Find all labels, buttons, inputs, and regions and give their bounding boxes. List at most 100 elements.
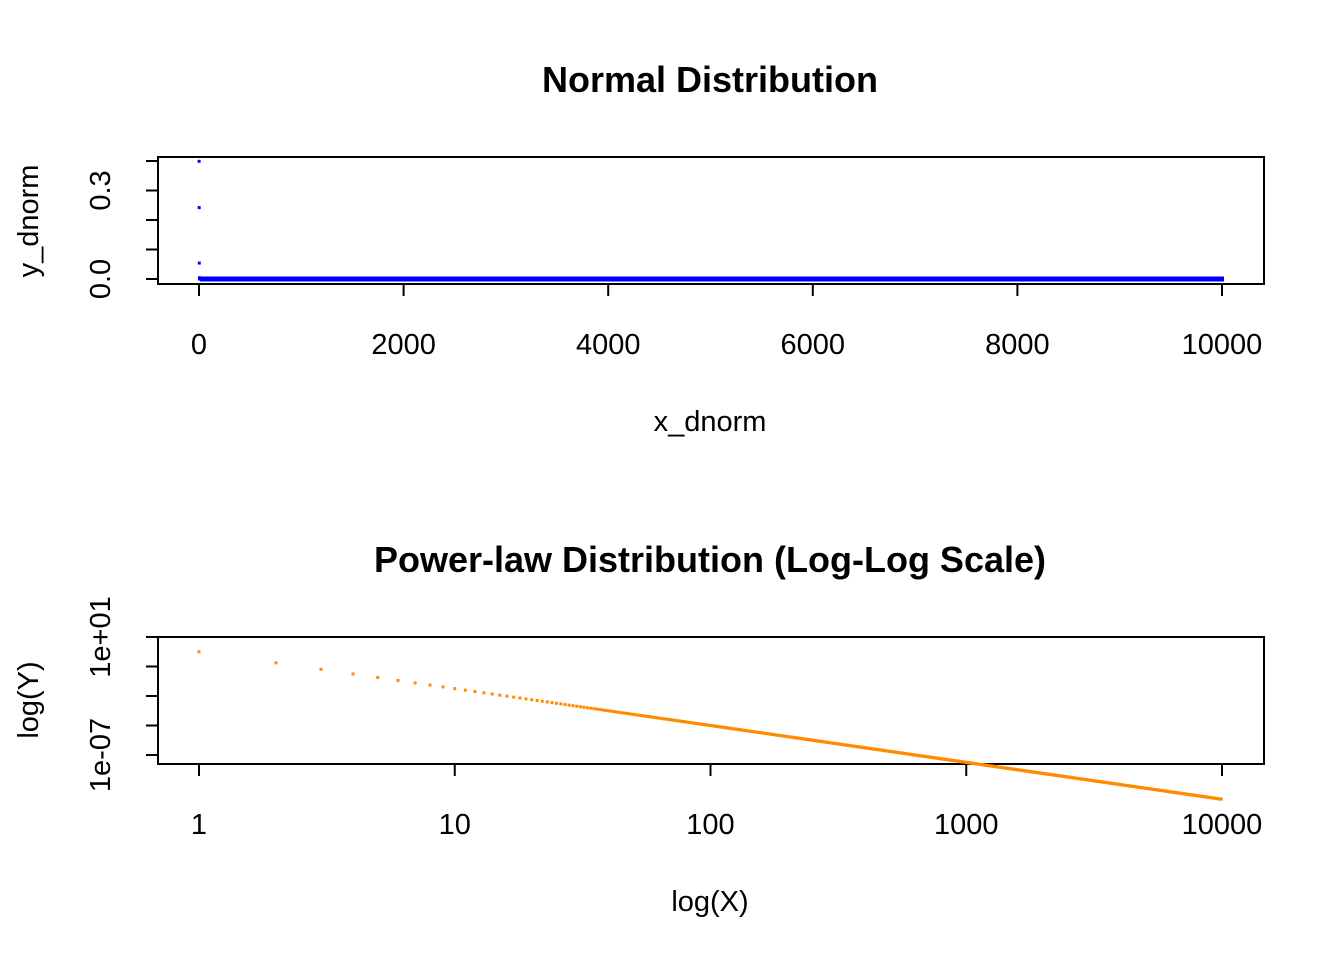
power-law-point bbox=[571, 704, 575, 708]
power-law-point bbox=[654, 716, 658, 720]
power-law-point bbox=[567, 703, 571, 707]
power-law-point bbox=[589, 706, 593, 710]
power-law-point bbox=[351, 672, 355, 676]
power-law-point bbox=[490, 692, 494, 696]
power-law-point bbox=[595, 707, 599, 711]
power-law-x-tick-label: 10 bbox=[439, 809, 471, 841]
normal-y-tick-label: 0.3 bbox=[85, 170, 117, 210]
power-law-point bbox=[747, 729, 751, 733]
power-law-point bbox=[622, 711, 626, 715]
normal-distribution-panel: Normal Distribution 0 2000 4000 6000 8000 100… bbox=[13, 59, 1265, 438]
normal-x-tick-label: 8000 bbox=[985, 329, 1050, 361]
power-law-point bbox=[644, 714, 648, 718]
normal-x-axis-label: x_dnorm bbox=[654, 406, 767, 438]
normal-x-tick-label: 10000 bbox=[1182, 329, 1263, 361]
power-law-point bbox=[646, 714, 650, 718]
power-law-point bbox=[659, 716, 663, 720]
normal-chart-title: Normal Distribution bbox=[542, 59, 878, 100]
normal-x-tick-label: 4000 bbox=[576, 329, 641, 361]
power-law-points bbox=[197, 650, 1223, 801]
power-law-x-axis-label: log(X) bbox=[671, 886, 748, 918]
power-law-point bbox=[652, 715, 656, 719]
power-law-point bbox=[463, 688, 467, 692]
power-law-x-tick-label: 1000 bbox=[934, 809, 999, 841]
power-law-point bbox=[274, 661, 278, 665]
power-law-point bbox=[396, 678, 400, 682]
power-law-point bbox=[625, 711, 629, 715]
power-law-point bbox=[636, 713, 640, 717]
power-law-point bbox=[661, 717, 665, 721]
power-law-point bbox=[666, 717, 670, 721]
power-law-point bbox=[640, 714, 644, 718]
normal-axes: 0 2000 4000 6000 8000 10000 0.0 0.3 bbox=[85, 160, 1263, 361]
power-law-y-tick-label: 1e+01 bbox=[85, 596, 117, 677]
normal-point bbox=[198, 277, 202, 281]
power-law-point bbox=[627, 712, 631, 716]
normal-y-tick-label: 0.0 bbox=[85, 259, 117, 299]
normal-plot-frame bbox=[157, 156, 1265, 285]
power-law-point bbox=[1219, 797, 1223, 801]
power-law-point bbox=[604, 708, 608, 712]
power-law-point bbox=[505, 694, 509, 698]
power-law-point bbox=[615, 710, 619, 714]
power-law-point bbox=[638, 713, 642, 717]
normal-point bbox=[197, 206, 201, 210]
power-law-point bbox=[563, 703, 567, 707]
power-law-point bbox=[629, 712, 633, 716]
power-law-point bbox=[634, 713, 638, 717]
power-law-point bbox=[585, 706, 589, 710]
normal-x-tick-label: 6000 bbox=[781, 329, 846, 361]
power-law-point bbox=[601, 708, 605, 712]
power-law-point bbox=[535, 699, 539, 703]
power-law-point bbox=[512, 695, 516, 699]
power-law-point bbox=[524, 697, 528, 701]
normal-y-axis-label: y_dnorm bbox=[13, 165, 45, 278]
power-law-point bbox=[518, 696, 522, 700]
power-law-point bbox=[559, 702, 563, 706]
power-law-point bbox=[632, 712, 636, 716]
power-law-point bbox=[592, 707, 596, 711]
normal-point bbox=[197, 159, 201, 163]
power-law-panel: Power-law Distribution (Log-Log Scale) 1… bbox=[13, 539, 1265, 918]
power-law-point bbox=[751, 730, 755, 734]
power-law-point bbox=[578, 705, 582, 709]
power-law-point bbox=[642, 714, 646, 718]
power-law-point bbox=[319, 667, 323, 671]
power-law-point bbox=[662, 717, 666, 721]
power-law-point bbox=[667, 718, 671, 722]
power-law-point bbox=[413, 681, 417, 685]
power-law-y-axis-label: log(Y) bbox=[13, 661, 45, 738]
power-law-point bbox=[657, 716, 661, 720]
power-law-point bbox=[582, 705, 586, 709]
power-law-point bbox=[648, 715, 652, 719]
power-law-point bbox=[670, 718, 674, 722]
power-law-point bbox=[428, 683, 432, 687]
power-law-chart-title: Power-law Distribution (Log-Log Scale) bbox=[374, 539, 1046, 580]
power-law-point bbox=[607, 709, 611, 713]
power-law-point bbox=[376, 676, 380, 680]
power-law-point bbox=[750, 729, 754, 733]
normal-x-tick-label: 2000 bbox=[371, 329, 436, 361]
power-law-point bbox=[674, 718, 678, 722]
power-law-x-tick-label: 100 bbox=[686, 809, 734, 841]
power-law-point bbox=[530, 698, 534, 702]
normal-point bbox=[197, 261, 201, 265]
power-law-point bbox=[617, 710, 621, 714]
power-law-point bbox=[441, 685, 445, 689]
power-law-point bbox=[672, 718, 676, 722]
power-law-point bbox=[609, 709, 613, 713]
power-law-point bbox=[555, 701, 559, 705]
power-law-point bbox=[540, 699, 544, 703]
power-law-point bbox=[453, 687, 457, 691]
power-law-point bbox=[620, 711, 624, 715]
power-law-point bbox=[748, 729, 752, 733]
power-law-point bbox=[473, 690, 477, 694]
power-law-x-tick-label: 10000 bbox=[1182, 809, 1263, 841]
normal-points bbox=[197, 159, 1224, 282]
normal-points-dense-band bbox=[200, 276, 1224, 282]
power-law-point bbox=[664, 717, 668, 721]
power-law-x-tick-label: 1 bbox=[191, 809, 207, 841]
power-law-point bbox=[498, 693, 502, 697]
power-law-point bbox=[598, 708, 602, 712]
normal-x-tick-label: 0 bbox=[191, 329, 207, 361]
